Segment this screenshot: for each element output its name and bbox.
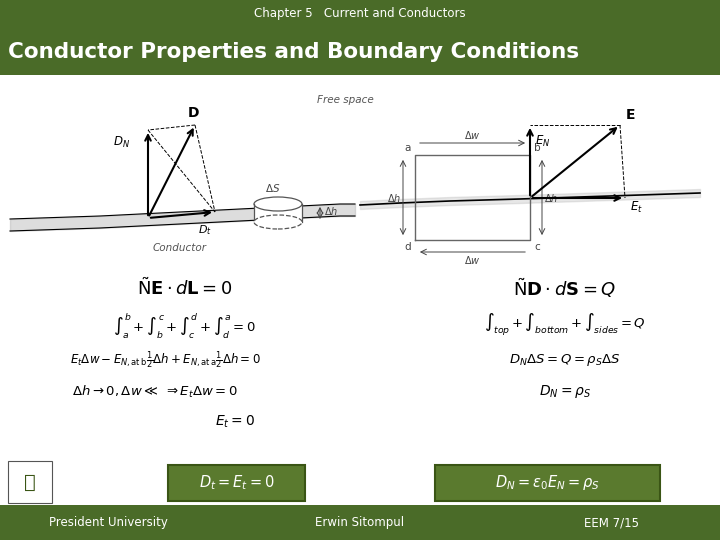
Text: $D_t$: $D_t$ <box>198 223 212 237</box>
Text: $\mathbf{D}$: $\mathbf{D}$ <box>186 106 199 120</box>
Text: $D_N\Delta S=Q=\rho_S\Delta S$: $D_N\Delta S=Q=\rho_S\Delta S$ <box>509 352 621 368</box>
Text: b: b <box>534 143 541 153</box>
Bar <box>168 465 305 501</box>
Text: $E_t=0$: $E_t=0$ <box>215 414 255 430</box>
Text: $\Delta S$: $\Delta S$ <box>266 182 281 194</box>
Text: $D_N=\rho_S$: $D_N=\rho_S$ <box>539 383 591 401</box>
Bar <box>0 28 720 75</box>
Text: $\Delta w$: $\Delta w$ <box>464 129 481 141</box>
Text: $D_t=E_t=0$: $D_t=E_t=0$ <box>199 474 274 492</box>
Bar <box>0 75 720 505</box>
Text: Free space: Free space <box>318 95 374 105</box>
Text: a: a <box>405 143 411 153</box>
Text: Chapter 5   Current and Conductors: Chapter 5 Current and Conductors <box>254 8 466 21</box>
Text: d: d <box>405 242 411 252</box>
Text: $D_N$: $D_N$ <box>113 134 130 150</box>
Text: $E_N$: $E_N$ <box>535 134 550 149</box>
Bar <box>0 0 720 28</box>
Text: $\Delta h\rightarrow 0,\Delta w\ll\;\Rightarrow E_t\Delta w=0$: $\Delta h\rightarrow 0,\Delta w\ll\;\Rig… <box>72 384 238 400</box>
Text: $E_t$: $E_t$ <box>630 200 643 215</box>
Text: Erwin Sitompul: Erwin Sitompul <box>315 516 405 529</box>
Text: $\mathbf{E}$: $\mathbf{E}$ <box>625 108 636 122</box>
Text: Conductor: Conductor <box>153 243 207 253</box>
Text: $\Delta w$: $\Delta w$ <box>464 254 481 266</box>
Text: $\Delta h$: $\Delta h$ <box>324 205 338 217</box>
Bar <box>8 461 52 503</box>
Bar <box>254 204 302 222</box>
Text: President University: President University <box>48 516 168 529</box>
Text: 🏛: 🏛 <box>24 472 36 491</box>
Text: $D_N=\varepsilon_0 E_N=\rho_S$: $D_N=\varepsilon_0 E_N=\rho_S$ <box>495 474 600 492</box>
Bar <box>435 465 660 501</box>
Text: EEM 7/15: EEM 7/15 <box>585 516 639 529</box>
Ellipse shape <box>254 215 302 229</box>
Text: c: c <box>534 242 540 252</box>
Bar <box>0 505 720 540</box>
Text: $\int_{top}+\int_{bottom}+\int_{sides}=Q$: $\int_{top}+\int_{bottom}+\int_{sides}=Q… <box>484 312 646 339</box>
Text: $E_t\Delta w-E_{N,\mathrm{at\,b}}\frac{1}{2}\Delta h+E_{N,\mathrm{at\,a}}\frac{1: $E_t\Delta w-E_{N,\mathrm{at\,b}}\frac{1… <box>70 349 261 371</box>
Text: $\int_a^b+\int_b^c+\int_c^d+\int_d^a=0$: $\int_a^b+\int_b^c+\int_c^d+\int_d^a=0$ <box>114 310 256 340</box>
Text: $\Delta h$: $\Delta h$ <box>387 192 401 204</box>
Ellipse shape <box>254 197 302 211</box>
Text: $\Delta h$: $\Delta h$ <box>544 192 558 204</box>
Text: $\tilde{\mathrm{N}}\mathbf{D}\cdot d\mathbf{S}=Q$: $\tilde{\mathrm{N}}\mathbf{D}\cdot d\mat… <box>513 276 616 300</box>
Text: $\tilde{\mathrm{N}}\mathbf{E}\cdot d\mathbf{L}=0$: $\tilde{\mathrm{N}}\mathbf{E}\cdot d\mat… <box>138 277 233 299</box>
Text: Conductor Properties and Boundary Conditions: Conductor Properties and Boundary Condit… <box>8 42 579 62</box>
